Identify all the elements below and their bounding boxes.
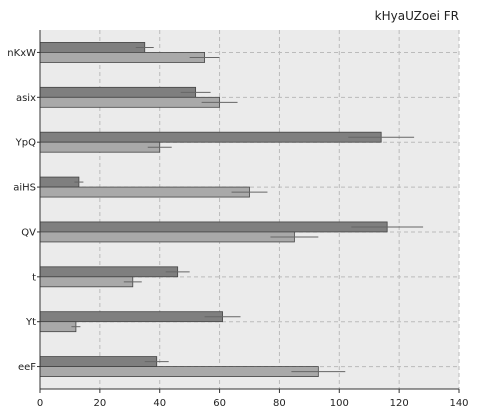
bar-t-series-2	[39, 276, 134, 288]
bar-eeF-series-2	[39, 366, 319, 377]
error-bars	[71, 46, 424, 373]
bar-QV-series-2	[39, 231, 295, 243]
x-tick-label: 60	[213, 398, 226, 409]
y-tick-label: QV	[21, 227, 36, 238]
y-tick-label: t	[32, 272, 36, 283]
y-tick-label: YpQ	[15, 138, 36, 149]
y-tick-label: eeF	[18, 362, 36, 373]
x-tick-label: 80	[273, 398, 286, 409]
bar-Yt-series-1	[39, 311, 223, 323]
x-tick-label: 40	[153, 398, 166, 409]
x-tick-label: 20	[93, 398, 106, 409]
plot-background	[40, 30, 459, 389]
bar-aiHS-series-1	[39, 176, 80, 188]
bar-t-series-1	[39, 266, 179, 278]
x-axis: 0 20 40 60 80 100 120 140	[37, 388, 469, 409]
bar-YpQ-series-1	[39, 131, 382, 143]
y-tick-label: nKxW	[7, 48, 36, 59]
chart-title: kHyaUZoei FR	[375, 9, 459, 23]
x-tick-label: 100	[330, 398, 349, 409]
x-tick-label: 0	[37, 398, 43, 409]
bar-asix-series-2	[39, 96, 220, 108]
x-tick-label: 140	[449, 398, 468, 409]
bar-aiHS-series-2	[39, 186, 250, 198]
bar-YpQ-series-2	[39, 141, 161, 153]
x-tick-label: 120	[390, 398, 409, 409]
y-axis: nKxW asix YpQ aiHS QV t Yt eeF	[7, 30, 41, 389]
bar-eeF-series-1	[39, 356, 158, 367]
y-tick-label: asix	[16, 93, 36, 104]
y-tick-label: Yt	[25, 317, 36, 328]
bar-QV-series-1	[39, 221, 388, 233]
bar-Yt-series-2	[39, 321, 77, 333]
bar-asix-series-1	[39, 86, 197, 98]
y-tick-label: aiHS	[13, 183, 36, 194]
bar-nKxW-series-2	[39, 52, 206, 63]
bar-nKxW-series-1	[39, 42, 146, 53]
